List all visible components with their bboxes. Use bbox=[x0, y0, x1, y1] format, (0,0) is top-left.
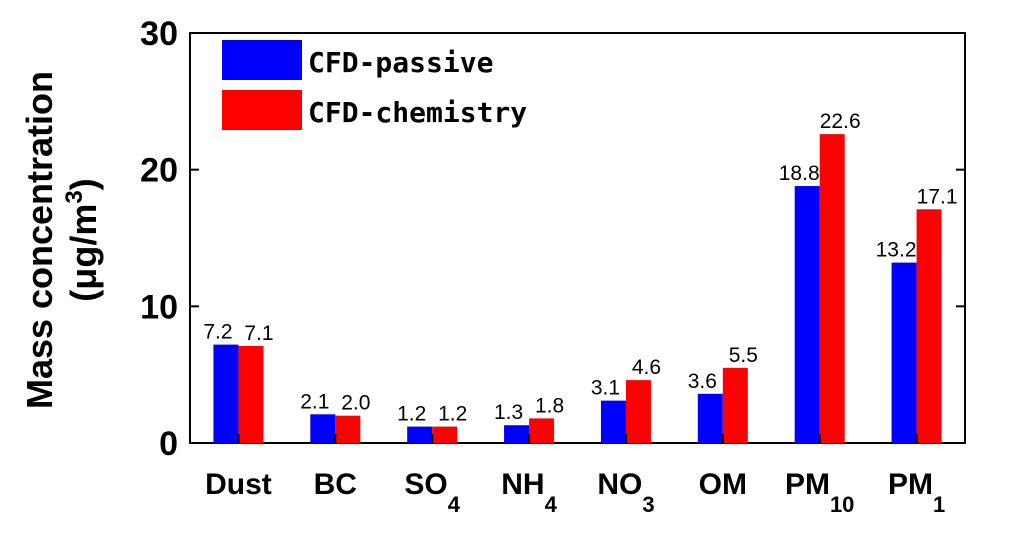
data-label: 1.3 bbox=[494, 401, 523, 424]
x-tick-label: SO4 bbox=[404, 468, 460, 517]
x-tick-label: Dust bbox=[205, 468, 272, 501]
bar-chemistry-6 bbox=[819, 134, 845, 443]
data-label: 22.6 bbox=[820, 110, 861, 133]
bar-passive-3 bbox=[504, 425, 530, 443]
y-tick-label: 0 bbox=[159, 425, 178, 463]
bar-chemistry-1 bbox=[335, 415, 361, 443]
data-label: 7.2 bbox=[203, 321, 232, 344]
data-label: 18.8 bbox=[779, 162, 820, 185]
data-label: 2.0 bbox=[341, 392, 370, 415]
legend-label-0: CFD-passive bbox=[308, 46, 493, 79]
bar-chemistry-4 bbox=[625, 380, 651, 443]
data-label: 3.6 bbox=[688, 370, 717, 393]
legend-swatch-1 bbox=[222, 90, 302, 130]
data-label: 7.1 bbox=[244, 322, 273, 345]
bar-passive-0 bbox=[213, 344, 239, 443]
x-tick-label: PM10 bbox=[785, 468, 854, 517]
bar-chemistry-2 bbox=[432, 426, 458, 443]
data-label: 2.1 bbox=[300, 390, 329, 413]
x-tick-label: NH4 bbox=[501, 468, 557, 517]
bar-passive-1 bbox=[310, 414, 336, 443]
y-axis-label-line1: Mass concentration bbox=[19, 71, 60, 409]
bar-chemistry-5 bbox=[722, 367, 748, 443]
bar-passive-2 bbox=[407, 426, 433, 443]
data-label: 17.1 bbox=[917, 185, 958, 208]
bar-passive-5 bbox=[697, 393, 723, 443]
bar-chemistry-7 bbox=[916, 209, 942, 443]
x-tick-label: BC bbox=[314, 468, 357, 501]
data-label: 3.1 bbox=[591, 377, 620, 400]
bars bbox=[213, 134, 942, 444]
y-tick-label: 10 bbox=[140, 288, 178, 326]
data-label: 1.2 bbox=[397, 403, 426, 426]
x-tick-label: PM1 bbox=[888, 468, 945, 517]
bar-passive-4 bbox=[600, 400, 626, 443]
bar-passive-7 bbox=[891, 262, 917, 443]
y-tick-label: 30 bbox=[140, 15, 178, 53]
legend-label-1: CFD-chemistry bbox=[308, 96, 527, 129]
bar-passive-6 bbox=[794, 186, 820, 444]
data-label: 1.8 bbox=[535, 394, 564, 417]
y-tick-label: 20 bbox=[140, 152, 178, 190]
plot-area bbox=[189, 32, 966, 444]
data-label: 13.2 bbox=[876, 239, 917, 262]
x-tick-label: NO3 bbox=[597, 468, 654, 517]
data-label: 1.2 bbox=[438, 403, 467, 426]
bar-chemistry-0 bbox=[238, 345, 264, 443]
data-label: 5.5 bbox=[729, 344, 758, 367]
x-tick-label: OM bbox=[699, 468, 747, 501]
y-axis-label-line2: (μg/m3) bbox=[61, 178, 104, 301]
bar-chemistry-3 bbox=[529, 418, 555, 443]
y-axis-ticks: 0 10 20 30 bbox=[140, 15, 965, 463]
data-label: 4.6 bbox=[632, 356, 661, 379]
x-axis-ticks: Dust BC SO4 NH4 NO3 OM PM10 PM1 bbox=[205, 434, 945, 517]
legend-swatch-0 bbox=[222, 40, 302, 80]
y-axis-label: Mass concentration (μg/m3) bbox=[19, 71, 104, 409]
plot-frame bbox=[189, 32, 966, 444]
data-labels: 7.2 7.1 2.1 2.0 1.2 1.2 1.3 1.8 3.1 4.6 3.6 5.5 18.8… bbox=[203, 110, 957, 425]
legend: CFD-passive CFD-chemistry bbox=[215, 35, 590, 145]
